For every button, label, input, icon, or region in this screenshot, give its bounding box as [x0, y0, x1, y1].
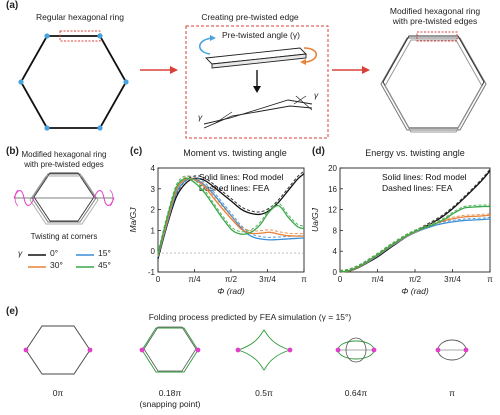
panel-b-drawing — [13, 172, 115, 225]
panel-d-label: (d) — [312, 146, 325, 157]
series-fea-line-15° — [157, 175, 305, 255]
series-line-30° — [157, 177, 304, 257]
chart-d-title: Energy vs. twisting angle — [365, 148, 465, 158]
panel-e-label: (e) — [6, 306, 19, 317]
y-tick-label: 20 — [328, 164, 337, 173]
stage-label: 0.5π — [255, 388, 273, 398]
corner-node — [44, 125, 50, 131]
x-tick-label: π/2 — [225, 275, 238, 284]
x-tick-label: 0 — [156, 275, 161, 284]
annotation-dashed: Dashed lines: FEA — [382, 183, 453, 193]
y-tick-label: 0 — [333, 268, 338, 277]
series-fea-line-45° — [157, 175, 305, 253]
legend-label: 30° — [50, 260, 63, 270]
arrow-right-icon — [140, 66, 178, 74]
rotate-arrow-icon — [303, 47, 318, 63]
annotation-solid: Solid lines: Rod model — [382, 172, 467, 182]
corner-node — [97, 125, 103, 131]
stage-064 — [335, 337, 377, 363]
panel-b-title-line1: Modified hexagonal ring — [21, 150, 107, 159]
panel-c-label: (c) — [130, 146, 143, 157]
corner-node — [123, 79, 129, 85]
pre-twisted-angle-label: Pre-twisted angle (γ) — [222, 30, 300, 40]
x-tick-label: π/4 — [188, 275, 201, 284]
highlight-edge-box — [59, 30, 101, 42]
stage-label: 0.18π — [158, 388, 182, 398]
corner-node — [18, 79, 24, 85]
legend-label: 0° — [50, 248, 59, 258]
x-axis-label: Φ (rad) — [401, 286, 429, 296]
modified-hexagon — [380, 31, 487, 133]
stage-snapping — [139, 326, 201, 373]
annotation-dashed: Dashed lines: FEA — [199, 183, 270, 193]
panel-e-title: Folding process predicted by FEA simulat… — [148, 312, 352, 322]
stage-half — [235, 329, 293, 371]
stage-label: π — [449, 388, 455, 398]
x-tick-label: 0 — [338, 275, 343, 284]
panel-a-step2-title: Creating pre-twisted edge — [201, 12, 299, 22]
x-tick-label: π/4 — [371, 275, 384, 284]
panel-a-step3-title-line2: with pre-twisted edges — [392, 16, 478, 26]
x-tick-label: π — [301, 275, 307, 284]
panel-a-step3-title-line1: Modified hexagonal ring — [389, 6, 481, 16]
stage-pi — [435, 339, 469, 361]
series-fea-line-30° — [339, 213, 491, 271]
twist-wave-icon — [13, 190, 35, 206]
x-tick-label: 3π/4 — [444, 275, 461, 284]
panel-b-title-line2: with pre-twisted edges — [24, 160, 104, 169]
y-tick-label: 1 — [151, 226, 156, 235]
corner-node — [44, 33, 50, 39]
gamma-right-label: γ — [314, 90, 319, 100]
series-fea-line-45° — [339, 204, 491, 271]
y-tick-label: 3 — [151, 185, 156, 194]
y-tick-label: 4 — [151, 164, 156, 173]
series-line-45° — [339, 205, 491, 273]
legend-gamma-symbol: γ — [18, 248, 23, 258]
x-tick-label: π — [487, 275, 493, 284]
y-tick-label: 8 — [333, 226, 338, 235]
panel-b-caption: Twisting at corners — [30, 232, 98, 241]
x-axis-label: Φ (rad) — [217, 286, 245, 296]
series-line-45° — [157, 177, 305, 256]
y-tick-label: 4 — [333, 247, 338, 256]
y-tick-label: 0 — [151, 247, 156, 256]
x-tick-label: 3π/4 — [259, 275, 276, 284]
legend-label: 15° — [98, 248, 111, 258]
y-axis-label: Ma/GJ — [128, 207, 138, 233]
y-tick-label: 16 — [328, 185, 337, 194]
panel-a-label: (a) — [6, 0, 19, 11]
y-tick-label: 12 — [328, 206, 337, 215]
stage-label: 0π — [52, 388, 64, 398]
arrow-right-icon — [332, 66, 370, 74]
stage-hexagon — [23, 325, 93, 375]
chart-energy: 0 π/4 π/2 3π/4 π 0 4 8 12 16 20 Φ (rad) Ua/GJ Solid l… — [310, 164, 493, 296]
twisted-edge-box — [185, 25, 329, 139]
corner-node — [97, 33, 103, 39]
series-line-30° — [339, 214, 491, 273]
y-tick-label: 2 — [151, 206, 156, 215]
legend: γ 0° 15° 30° 45° — [18, 248, 128, 288]
y-axis-label: Ua/GJ — [310, 207, 320, 232]
chart-c-title: Moment vs. twisting angle — [183, 148, 287, 158]
rotate-arrow-icon — [198, 37, 213, 55]
twist-wave-icon — [93, 190, 115, 206]
panel-b-label: (b) — [6, 146, 19, 157]
gamma-left-label: γ — [198, 112, 203, 122]
panel-a-drawing — [18, 25, 487, 139]
panel-a-step1-title: Regular hexagonal ring — [36, 12, 124, 22]
stage-label: 0.64π — [344, 388, 368, 398]
folding-stages — [23, 325, 469, 375]
y-tick-label: -1 — [148, 268, 156, 277]
series-fea-line-15° — [339, 217, 491, 271]
annotation-solid: Solid lines: Rod model — [199, 172, 284, 182]
series-line-0° — [157, 173, 305, 259]
stage-sublabel: (snapping point) — [139, 399, 201, 409]
series-fea-line-30° — [157, 175, 304, 254]
regular-hexagon — [18, 30, 129, 131]
legend-label: 45° — [98, 260, 111, 270]
x-tick-label: π/2 — [409, 275, 422, 284]
